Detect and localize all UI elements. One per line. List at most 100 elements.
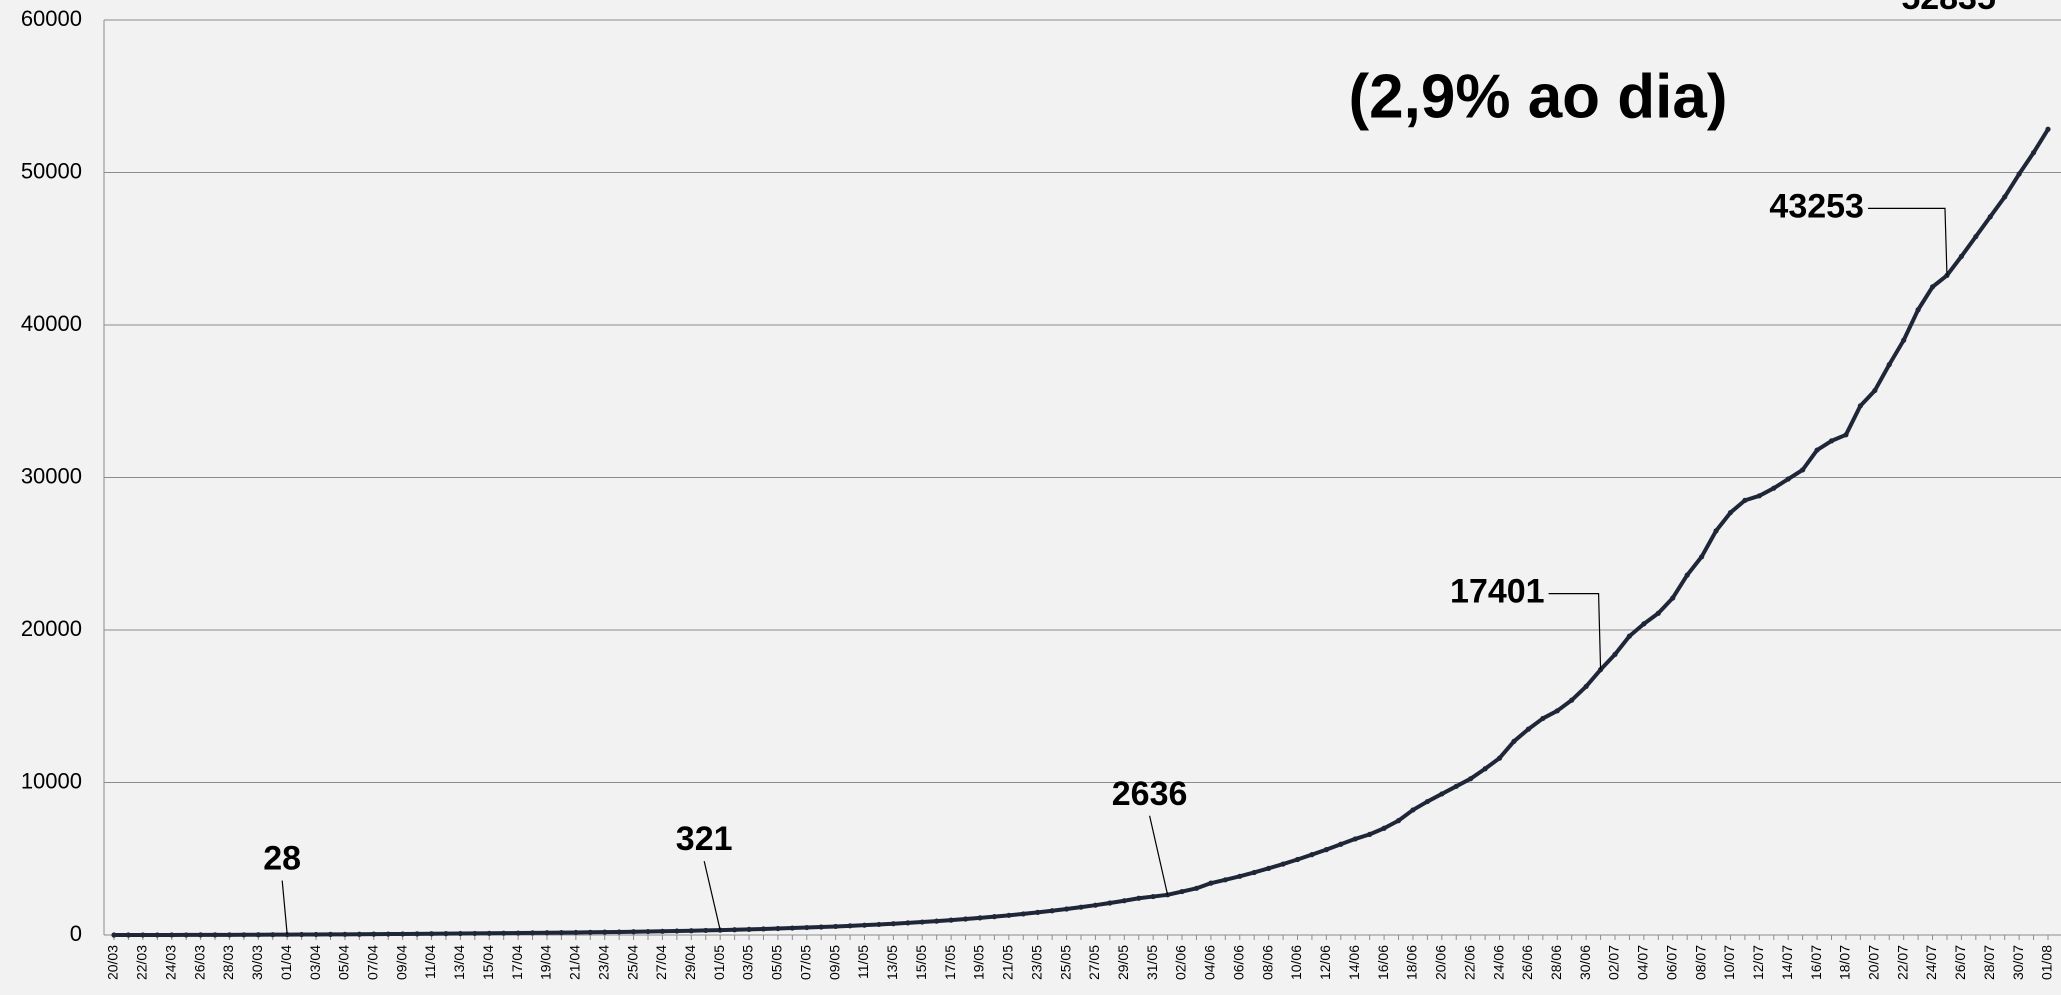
point — [212, 932, 218, 938]
x-tick-label: 17/05 — [942, 945, 958, 980]
x-tick-label: 09/05 — [826, 945, 842, 980]
point — [197, 932, 204, 938]
x-tick-label: 25/05 — [1057, 945, 1073, 980]
x-tick-label: 28/03 — [220, 945, 236, 980]
value-label: 2636 — [1112, 775, 1188, 813]
point — [1655, 610, 1661, 616]
point — [1540, 715, 1546, 722]
point — [1352, 836, 1358, 842]
point — [833, 923, 839, 930]
point — [934, 918, 940, 924]
point — [1482, 766, 1488, 772]
point — [169, 932, 175, 938]
value-label: 28 — [263, 840, 301, 878]
y-tick-label: 50000 — [21, 158, 82, 183]
point — [1107, 900, 1113, 906]
x-tick-label: 20/07 — [1866, 945, 1882, 980]
x-tick-label: 14/06 — [1346, 945, 1362, 980]
x-tick-label: 24/03 — [162, 945, 178, 980]
point — [1771, 485, 1777, 491]
point — [991, 914, 998, 920]
value-label: 321 — [676, 820, 733, 858]
x-tick-label: 10/06 — [1288, 945, 1304, 980]
point — [1915, 307, 1921, 313]
x-tick-label: 28/06 — [1548, 945, 1564, 980]
x-tick-label: 30/03 — [249, 945, 265, 980]
point — [1367, 831, 1373, 837]
x-tick-label: 19/05 — [971, 945, 987, 980]
value-label: 17401 — [1450, 573, 1545, 611]
point — [1828, 438, 1835, 444]
point — [1612, 651, 1618, 658]
x-tick-label: 31/05 — [1144, 945, 1160, 980]
x-tick-label: 02/06 — [1173, 945, 1189, 980]
x-tick-label: 24/07 — [1923, 945, 1939, 980]
leader-line — [1867, 207, 1948, 276]
x-tick-label: 05/04 — [336, 945, 352, 980]
point — [804, 924, 810, 931]
y-tick-label: 60000 — [21, 6, 82, 31]
x-tick-label: 15/05 — [913, 945, 929, 980]
point — [1973, 233, 1979, 240]
point — [1063, 906, 1070, 912]
point — [818, 924, 824, 930]
x-tick-label: 18/07 — [1837, 945, 1853, 980]
point — [125, 932, 132, 938]
point — [1641, 621, 1647, 627]
x-tick-label: 28/07 — [1981, 945, 1997, 980]
point — [1742, 497, 1748, 503]
value-label: 52835 — [1901, 0, 1996, 17]
point — [1857, 403, 1863, 409]
point — [1843, 432, 1849, 438]
y-tick-label: 20000 — [21, 616, 82, 641]
x-tick-label: 25/04 — [624, 945, 640, 980]
point — [226, 932, 233, 938]
point — [270, 932, 276, 938]
x-tick-label: 13/05 — [884, 945, 900, 980]
x-tick-label: 29/04 — [682, 945, 698, 980]
x-tick-label: 22/07 — [1894, 945, 1910, 980]
point — [2016, 171, 2022, 177]
point — [400, 931, 406, 937]
point — [890, 921, 896, 927]
point — [1569, 697, 1575, 703]
x-tick-label: 11/04 — [422, 945, 438, 979]
point — [111, 932, 117, 938]
point — [558, 930, 565, 936]
point — [645, 928, 651, 935]
point — [962, 916, 969, 922]
point — [659, 928, 666, 934]
x-tick-label: 22/03 — [134, 945, 150, 980]
point — [501, 930, 507, 936]
x-tick-label: 01/05 — [711, 945, 727, 980]
point — [1583, 683, 1589, 690]
x-tick-label: 17/04 — [509, 945, 525, 980]
point — [732, 927, 738, 933]
point — [486, 930, 492, 936]
point — [948, 917, 954, 923]
point — [1424, 798, 1430, 805]
point — [327, 931, 334, 937]
point — [1886, 362, 1892, 368]
x-tick-label: 06/07 — [1663, 945, 1679, 980]
point — [1511, 738, 1517, 744]
point — [414, 931, 420, 937]
x-tick-label: 04/07 — [1635, 945, 1651, 980]
x-tick-label: 16/06 — [1375, 945, 1391, 980]
x-tick-label: 24/06 — [1490, 945, 1506, 980]
point — [1078, 904, 1084, 910]
x-tick-label: 11/05 — [855, 945, 871, 979]
x-tick-label: 12/07 — [1750, 945, 1766, 980]
point — [544, 930, 550, 936]
x-tick-label: 21/04 — [567, 945, 583, 980]
point — [1800, 467, 1806, 473]
x-tick-label: 26/06 — [1519, 945, 1535, 980]
point — [1958, 253, 1965, 259]
point — [2045, 126, 2051, 132]
point — [1121, 898, 1127, 904]
point — [299, 931, 305, 938]
point — [1901, 337, 1907, 343]
